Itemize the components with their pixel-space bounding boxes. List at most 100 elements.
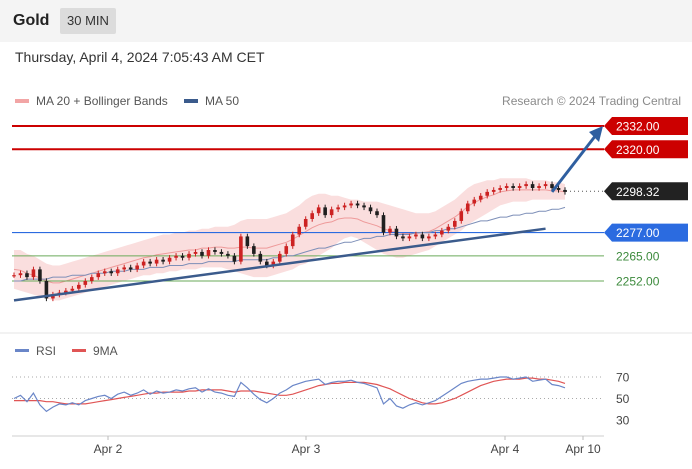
candle-body bbox=[381, 215, 386, 233]
bollinger-legend-swatch bbox=[15, 99, 29, 103]
candle-body bbox=[414, 234, 418, 237]
candle-body bbox=[258, 253, 263, 262]
candle-body bbox=[135, 265, 139, 270]
candle-body bbox=[427, 236, 431, 239]
ma9-legend-label: 9MA bbox=[93, 344, 118, 358]
candle-body bbox=[511, 186, 515, 188]
projection-arrow-shaft bbox=[550, 134, 598, 193]
level-tag-1 bbox=[604, 140, 688, 159]
candle-body bbox=[342, 205, 347, 208]
ma50-legend-swatch bbox=[184, 99, 198, 103]
candle-body bbox=[440, 230, 444, 235]
candle-body bbox=[167, 257, 172, 262]
candle-body bbox=[394, 228, 399, 237]
level-tag-0 bbox=[604, 117, 688, 135]
level-label-4: 2265.00 bbox=[616, 249, 660, 263]
level-label-5: 2252.00 bbox=[616, 275, 660, 289]
candle-body bbox=[122, 267, 126, 270]
candle-body bbox=[556, 188, 561, 190]
candle-body bbox=[154, 259, 159, 264]
x-tick-label: Apr 10 bbox=[565, 442, 601, 456]
candle-body bbox=[563, 189, 567, 192]
rsi-legend-label: RSI bbox=[36, 344, 56, 358]
candle-body bbox=[77, 284, 81, 289]
x-tick-label: Apr 4 bbox=[491, 442, 520, 456]
bollinger-band-area bbox=[14, 178, 565, 301]
instrument-title: Gold bbox=[13, 12, 50, 29]
candle-body bbox=[349, 203, 353, 206]
level-tag-2 bbox=[604, 182, 688, 201]
rsi-tick-30: 30 bbox=[616, 414, 630, 428]
candle-body bbox=[174, 255, 178, 258]
candle-body bbox=[200, 251, 204, 256]
x-tick-label: Apr 3 bbox=[292, 442, 321, 456]
candle-body bbox=[96, 273, 101, 278]
candle-body bbox=[239, 236, 243, 262]
candle-body bbox=[290, 234, 295, 247]
rsi-legend-swatch bbox=[15, 349, 29, 352]
candle-body bbox=[25, 273, 29, 278]
candle-body bbox=[271, 261, 276, 266]
candle-body bbox=[109, 271, 114, 274]
candle-body bbox=[31, 269, 36, 278]
candle-body bbox=[83, 281, 88, 285]
candle-body bbox=[206, 250, 211, 256]
candle-body bbox=[420, 234, 425, 239]
candle-body bbox=[219, 251, 224, 254]
candle-body bbox=[213, 250, 217, 252]
candle-body bbox=[478, 195, 483, 200]
candle-body bbox=[64, 290, 68, 293]
chart-datetime: Thursday, April 4, 2024 7:05:43 AM CET bbox=[15, 49, 265, 65]
candle-body bbox=[530, 184, 535, 188]
x-tick-label: Apr 2 bbox=[94, 442, 123, 456]
candle-body bbox=[362, 205, 366, 208]
candle-body bbox=[355, 203, 360, 206]
candle-body bbox=[297, 226, 302, 235]
candle-body bbox=[368, 207, 373, 212]
candle-body bbox=[491, 189, 496, 192]
candle-body bbox=[537, 186, 541, 188]
candle-body bbox=[277, 253, 282, 262]
ma9-legend-swatch bbox=[72, 349, 86, 352]
candle-body bbox=[446, 226, 451, 231]
candle-body bbox=[12, 275, 16, 277]
copyright-credit: Research © 2024 Trading Central bbox=[502, 94, 681, 108]
candle-body bbox=[303, 219, 308, 227]
ma9-line bbox=[14, 377, 566, 405]
candle-body bbox=[180, 255, 185, 258]
candle-body bbox=[498, 188, 502, 190]
candle-body bbox=[550, 184, 554, 188]
candle-body bbox=[38, 269, 42, 281]
candle-body bbox=[323, 207, 327, 216]
rsi-tick-50: 50 bbox=[616, 392, 630, 406]
candle-body bbox=[245, 236, 250, 247]
candle-body bbox=[226, 253, 230, 256]
candle-body bbox=[161, 259, 165, 262]
candle-body bbox=[265, 261, 269, 266]
candle-body bbox=[89, 277, 94, 281]
candle-body bbox=[193, 251, 198, 254]
candle-body bbox=[453, 220, 457, 227]
candle-body bbox=[115, 269, 120, 274]
candle-body bbox=[465, 203, 470, 212]
timeframe-button[interactable]: 30 MIN bbox=[60, 8, 116, 34]
candle-body bbox=[284, 246, 289, 254]
candle-body bbox=[517, 186, 522, 188]
candle-body bbox=[401, 236, 405, 239]
candle-body bbox=[310, 213, 314, 219]
candle-body bbox=[148, 261, 152, 264]
bollinger-legend-label: MA 20 + Bollinger Bands bbox=[36, 94, 168, 108]
ma50-legend-label: MA 50 bbox=[205, 94, 239, 108]
candle-body bbox=[51, 294, 55, 299]
candle-body bbox=[18, 273, 23, 276]
candle-body bbox=[388, 228, 392, 233]
rsi-tick-70: 70 bbox=[616, 371, 630, 385]
candle-body bbox=[472, 199, 477, 204]
candle-body bbox=[44, 281, 49, 299]
candle-body bbox=[543, 184, 548, 187]
candle-body bbox=[102, 271, 107, 274]
support-trendline bbox=[13, 227, 546, 302]
rsi-line bbox=[13, 376, 566, 413]
candle-body bbox=[433, 234, 438, 237]
